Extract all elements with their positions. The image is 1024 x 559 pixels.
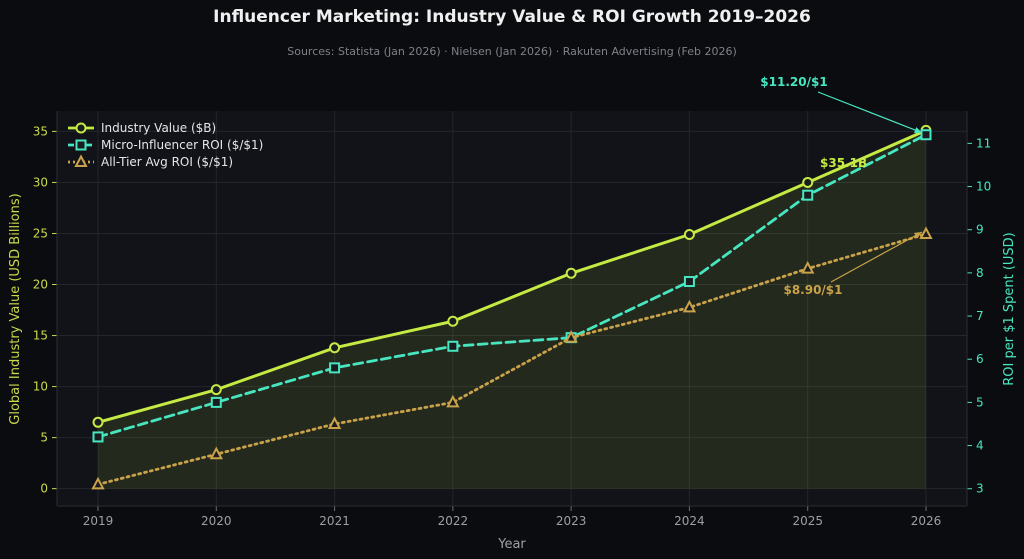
series-line — [96, 133, 928, 439]
plot-area — [57, 111, 967, 506]
series-3 — [91, 226, 933, 490]
left-tick-label: 0 — [40, 482, 48, 496]
series-1 — [92, 124, 932, 428]
annotation-arrowhead — [914, 232, 922, 239]
data-point — [209, 446, 223, 460]
data-point — [682, 299, 697, 313]
annotation-layer: $11.20/$1 $35.1B $8.90/$1 — [760, 75, 923, 297]
data-point — [210, 396, 222, 408]
legend-swatch-marker — [74, 154, 88, 167]
x-tick-label: 2020 — [201, 514, 232, 528]
data-point — [802, 189, 814, 201]
legend-label: All-Tier Avg ROI ($/$1) — [101, 155, 233, 169]
ticks-layer: 2019 2020 2021 2022 2023 2024 2025 202605101520… — [33, 111, 991, 528]
x-tick-label: 2022 — [438, 514, 469, 528]
annotation-arrowhead — [914, 127, 922, 133]
data-point — [446, 394, 460, 408]
left-tick-label: 15 — [33, 329, 48, 343]
x-tick-label: 2023 — [556, 514, 587, 528]
annotation-arrow — [817, 91, 923, 134]
data-point — [210, 384, 222, 396]
left-tick-label: 30 — [33, 175, 48, 189]
right-tick-label: 6 — [976, 352, 984, 366]
x-tick-label: 2026 — [911, 514, 942, 528]
data-point — [565, 267, 577, 279]
series-2 — [92, 129, 932, 443]
data-point — [92, 431, 104, 443]
x-tick-label: 2025 — [792, 514, 823, 528]
left-tick-label: 10 — [33, 380, 48, 394]
x-tick-label: 2021 — [319, 514, 350, 528]
right-tick-label: 5 — [976, 395, 984, 409]
right-axis-label: ROI per $1 Spent (USD) — [1002, 232, 1017, 386]
data-point — [801, 260, 815, 274]
left-tick-label: 35 — [33, 124, 48, 138]
data-point — [920, 129, 932, 141]
grid-layer — [57, 111, 967, 506]
legend-item: Industry Value ($B) — [68, 121, 216, 135]
x-tick-label: 2024 — [674, 514, 705, 528]
right-tick-label: 4 — [976, 439, 984, 453]
data-point — [447, 340, 459, 352]
data-point — [329, 342, 341, 354]
data-point — [329, 362, 341, 374]
legend-item: Micro-Influencer ROI ($/$1) — [68, 138, 263, 152]
legend-label: Micro-Influencer ROI ($/$1) — [101, 138, 263, 152]
right-tick-label: 8 — [976, 266, 984, 280]
series-layer — [91, 124, 933, 490]
left-tick-label: 25 — [33, 226, 48, 240]
legend-swatch-marker — [75, 139, 87, 151]
x-axis-label: Year — [497, 537, 526, 552]
x-tick-label: 2019 — [83, 514, 114, 528]
right-tick-label: 11 — [976, 136, 991, 150]
left-tick-label: 5 — [40, 431, 48, 445]
annotation-label: $8.90/$1 — [783, 283, 842, 297]
data-point — [683, 276, 695, 288]
series-line — [96, 232, 928, 486]
data-point — [92, 416, 104, 428]
legend-swatch-marker — [75, 122, 87, 134]
data-point — [919, 226, 933, 240]
data-point — [327, 416, 342, 429]
annotation-arrow — [830, 231, 923, 283]
data-point — [91, 476, 105, 490]
right-tick-label: 3 — [976, 482, 984, 496]
annotation-label: $11.20/$1 — [760, 75, 827, 89]
right-tick-label: 7 — [976, 309, 984, 323]
right-tick-label: 9 — [976, 223, 984, 237]
annotation-label: $35.1B — [820, 156, 867, 170]
data-point — [683, 229, 695, 241]
left-axis-label: Global Industry Value (USD Billions) — [8, 193, 23, 424]
legend-item: All-Tier Avg ROI ($/$1) — [68, 154, 233, 169]
series-line — [96, 128, 928, 424]
data-point — [564, 329, 578, 343]
industry-area — [98, 130, 926, 489]
legend: Industry Value ($B) Micro-Influencer ROI … — [68, 121, 263, 169]
left-tick-label: 20 — [33, 278, 48, 292]
right-tick-label: 10 — [976, 180, 991, 194]
data-point — [447, 315, 459, 327]
data-point — [802, 176, 814, 188]
chart-title: Influencer Marketing: Industry Value & R… — [213, 7, 811, 27]
legend-label: Industry Value ($B) — [101, 121, 216, 135]
area-layer — [98, 130, 926, 489]
chart-subtitle: Sources: Statista (Jan 2026) · Nielsen (… — [287, 45, 736, 58]
